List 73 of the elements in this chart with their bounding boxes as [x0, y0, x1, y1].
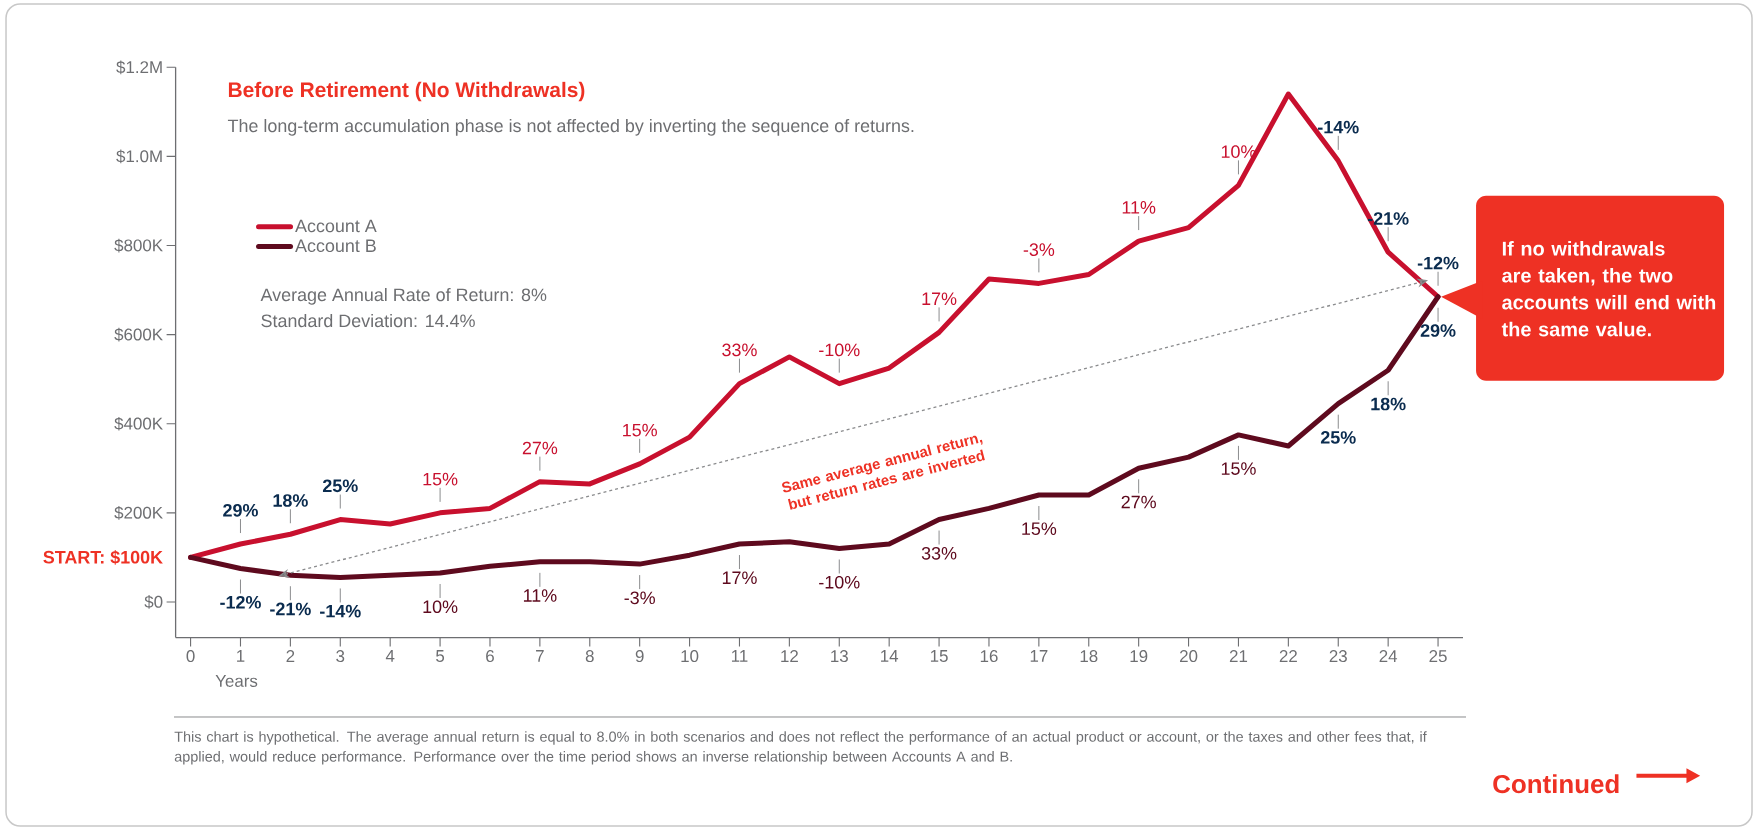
- annotation: -3%: [1023, 243, 1055, 256]
- x-tick-label: 3: [336, 650, 345, 663]
- x-tick-label: 10: [681, 650, 699, 663]
- annotation: Average Annual Rate of Return: 8%: [260, 288, 547, 305]
- annotation: 27%: [1121, 495, 1156, 509]
- x-tick-label: 9: [635, 650, 644, 663]
- x-tick-label: 12: [781, 650, 798, 662]
- annotation: -10%: [819, 343, 860, 357]
- x-tick-label: 1: [237, 650, 245, 662]
- annotation: 25%: [322, 479, 358, 493]
- x-tick-label: 24: [1379, 650, 1398, 662]
- x-tick-label: 18: [1080, 650, 1098, 663]
- x-tick-label: 23: [1329, 650, 1347, 663]
- annotation: Standard Deviation: 14.4%: [261, 314, 475, 328]
- x-tick-label: 19: [1130, 650, 1148, 663]
- text: If no withdrawals are taken, the two accounts will end with the same value.: [1501, 241, 1716, 337]
- x-tick-label: 2: [286, 650, 295, 662]
- x-tick-label: 22: [1279, 650, 1297, 662]
- y-tick-label: $0: [144, 595, 163, 609]
- annotation: 27%: [522, 441, 558, 455]
- text: Continued: [1493, 774, 1619, 794]
- x-tick-label: 7: [536, 650, 544, 662]
- text: The long-term accumulation phase is not affected by inverting the sequence of returns.: [227, 119, 914, 136]
- annotation: 17%: [722, 571, 757, 584]
- x-tick-label: 5: [436, 650, 445, 662]
- annotation: 33%: [722, 343, 757, 357]
- y-tick-label: $1.0M: [116, 149, 162, 164]
- annotation: START: $100K: [43, 550, 163, 565]
- x-tick-label: 6: [486, 650, 494, 663]
- x-tick-label: 0: [186, 650, 195, 663]
- annotation: -21%: [270, 602, 311, 616]
- x-tick-label: 8: [585, 650, 594, 663]
- annotation: 29%: [223, 503, 258, 517]
- x-tick-label: 17: [1030, 650, 1048, 662]
- x-tick-label: 11: [731, 650, 748, 662]
- x-tick-label: 25: [1429, 650, 1447, 663]
- y-tick-label: $800K: [114, 238, 163, 253]
- y-tick-label: $1.2M: [116, 60, 162, 75]
- annotation: 11%: [1122, 201, 1156, 214]
- x-tick-label: 20: [1180, 650, 1198, 663]
- legend-label: Account A: [295, 219, 377, 233]
- x-tick-label: 4: [385, 650, 395, 662]
- annotation: 15%: [1221, 462, 1256, 475]
- annotation: 15%: [1022, 522, 1057, 536]
- annotation: 15%: [423, 472, 458, 486]
- text: This chart is hypothetical. The average annual return is equal to 8.0% in both scenarios and does not reflect the performance of an actual product or account, or the taxes and other fees that, if applied, would reduce performance. Performance over the time period shows an inverse relationship between Accounts A and B.: [174, 731, 1427, 765]
- annotation: 33%: [921, 546, 957, 560]
- y-tick-label: $200K: [114, 506, 163, 520]
- annotation: 10%: [423, 600, 458, 614]
- x-tick-label: 15: [930, 650, 948, 662]
- annotation: 29%: [1420, 324, 1456, 337]
- annotation: -14%: [320, 604, 361, 618]
- x-tick-label: 14: [881, 650, 899, 662]
- y-tick-label: $600K: [114, 327, 163, 342]
- annotation: -3%: [624, 591, 655, 605]
- x-axis-title: Years: [215, 675, 258, 687]
- x-tick-label: 21: [1229, 650, 1248, 662]
- annotation: Same average annual return, but return rates are inverted: [782, 435, 985, 510]
- annotation: 17%: [922, 292, 957, 306]
- x-tick-label: 16: [980, 650, 998, 663]
- annotation: 25%: [1320, 431, 1356, 444]
- x-tick-label: 13: [831, 650, 848, 663]
- legend-label: Account B: [295, 239, 376, 253]
- annotation: -14%: [1318, 120, 1359, 134]
- y-tick-label: $400K: [114, 416, 163, 431]
- annotation: 15%: [623, 423, 657, 437]
- annotation: -12%: [220, 595, 261, 609]
- annotation: 18%: [273, 494, 308, 507]
- annotation: 18%: [1371, 397, 1406, 411]
- annotation: -12%: [1417, 256, 1459, 270]
- annotation: 11%: [523, 589, 557, 602]
- annotation: -10%: [819, 575, 860, 589]
- text: Before Retirement (No Withdrawals): [228, 81, 585, 102]
